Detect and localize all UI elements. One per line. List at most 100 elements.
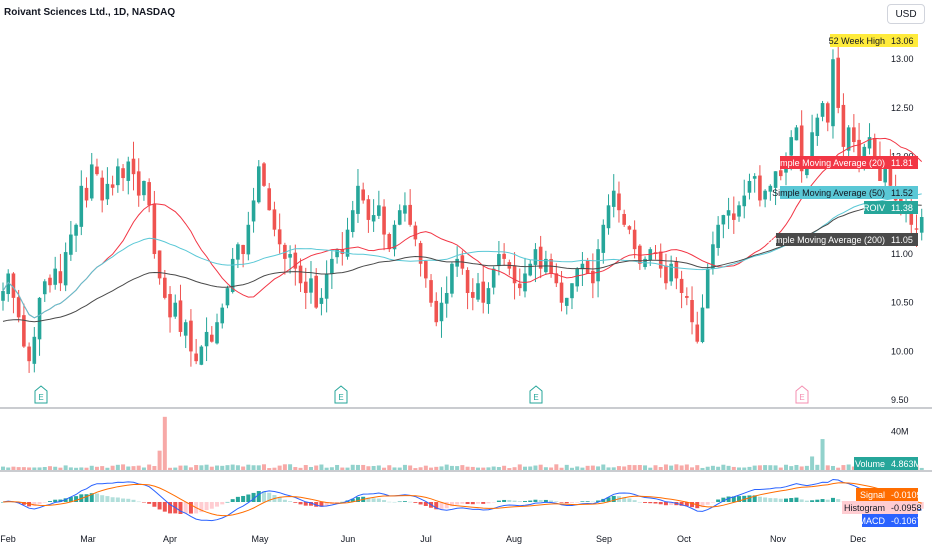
macd-histogram-bar — [131, 499, 136, 502]
macd-histogram-bar — [575, 502, 580, 503]
candle-body — [810, 132, 814, 168]
volume-bar — [209, 466, 214, 470]
macd-histogram-bar — [622, 497, 627, 502]
macd-histogram-bar — [559, 502, 564, 503]
currency-button[interactable]: USD — [887, 4, 925, 24]
volume-bar — [251, 465, 256, 470]
volume-bar — [705, 466, 710, 470]
volume-bar — [846, 464, 851, 470]
candle-body — [105, 183, 110, 200]
candle-body — [392, 224, 397, 250]
candle-body — [836, 57, 840, 108]
volume-bar — [789, 466, 794, 470]
volume-bar — [152, 466, 157, 470]
volume-bar — [512, 467, 517, 470]
candle-body — [157, 250, 162, 279]
candle-body — [732, 213, 736, 220]
macd-histogram-bar — [716, 499, 721, 502]
volume-bar — [126, 466, 131, 470]
volume-bar — [632, 465, 637, 470]
time-axis[interactable]: Feb Mar Apr May Jun Jul Aug Sep Oct Nov Dec — [0, 534, 866, 544]
candle-body — [168, 294, 172, 318]
candle-body — [919, 217, 924, 233]
macd-histogram-bar — [653, 502, 658, 504]
candle-body — [225, 288, 230, 306]
volume-bar — [235, 465, 240, 470]
time-tick-label: Aug — [506, 534, 522, 544]
macd-histogram-bar — [648, 502, 653, 504]
volume-bar — [768, 465, 773, 470]
candle-body — [674, 261, 679, 279]
time-tick-label: Mar — [80, 534, 96, 544]
volume-bar — [622, 466, 627, 470]
earnings-marker[interactable]: E — [529, 385, 543, 404]
volume-bar — [282, 464, 287, 470]
volume-bar — [402, 464, 407, 470]
candle-body — [241, 244, 245, 255]
volume-bar — [141, 467, 146, 470]
macd-histogram-bar — [778, 498, 783, 502]
macd-histogram-bar — [710, 502, 715, 503]
candle-body — [716, 224, 720, 248]
candle-body — [627, 226, 632, 230]
macd-histogram-bar — [183, 502, 188, 514]
volume-bar — [84, 467, 89, 470]
volume-bar — [314, 465, 319, 470]
candle-body — [909, 203, 914, 225]
volume-bar — [413, 468, 418, 470]
candle-body — [768, 185, 773, 192]
candle-body — [418, 243, 423, 264]
candle-body — [596, 249, 600, 282]
macd-histogram-bar — [789, 498, 794, 502]
candle-body — [387, 234, 392, 250]
volume-bar — [559, 467, 564, 470]
volume-bar — [773, 465, 778, 470]
macd-histogram-bar — [517, 501, 522, 502]
macd-histogram-bar — [533, 499, 538, 502]
macd-histogram-bar — [293, 502, 298, 503]
earnings-marker[interactable]: E — [795, 385, 809, 404]
volume-bar — [460, 465, 465, 470]
candle-body — [100, 177, 104, 201]
macd-histogram-bar — [256, 491, 261, 502]
macd-histogram-bar — [549, 500, 554, 502]
earnings-marker[interactable]: E — [34, 385, 48, 404]
macd-line — [2, 478, 922, 522]
candle-body — [580, 263, 585, 270]
macd-histogram-bar — [100, 495, 105, 502]
histogram-badge: Histogram -0.0958 — [842, 501, 922, 514]
candle-body — [63, 252, 68, 286]
volume-bar — [272, 467, 277, 470]
volume-badge-value: 4.863M — [891, 459, 921, 469]
candle-body — [825, 103, 830, 123]
volume-bar — [340, 467, 345, 470]
price-tick-label: 10.00 — [891, 346, 914, 356]
macd-histogram-bar — [752, 495, 757, 502]
earnings-marker[interactable]: E — [334, 385, 348, 404]
candle-body — [424, 261, 428, 279]
candle-body — [742, 195, 747, 207]
volume-bar — [643, 465, 648, 470]
candle-body — [820, 103, 825, 117]
macd-histogram-bar — [319, 502, 324, 507]
candle-body — [413, 225, 418, 240]
volume-bar — [204, 464, 209, 470]
macd-histogram-bar — [168, 502, 173, 514]
candle-body — [690, 300, 694, 323]
candle-body — [183, 322, 188, 336]
volume-bar — [653, 465, 658, 470]
candle-body — [846, 127, 851, 151]
time-tick-label: Sep — [596, 534, 612, 544]
candle-body — [570, 283, 574, 299]
macd-histogram-bar — [757, 496, 762, 502]
macd-histogram-bar — [84, 494, 89, 502]
candle-body — [439, 302, 444, 322]
sma-layer — [2, 137, 923, 323]
candle-body — [465, 270, 470, 293]
volume-bar — [757, 465, 762, 470]
macd-histogram-bar — [543, 499, 548, 502]
macd-histogram-bar — [512, 500, 517, 502]
